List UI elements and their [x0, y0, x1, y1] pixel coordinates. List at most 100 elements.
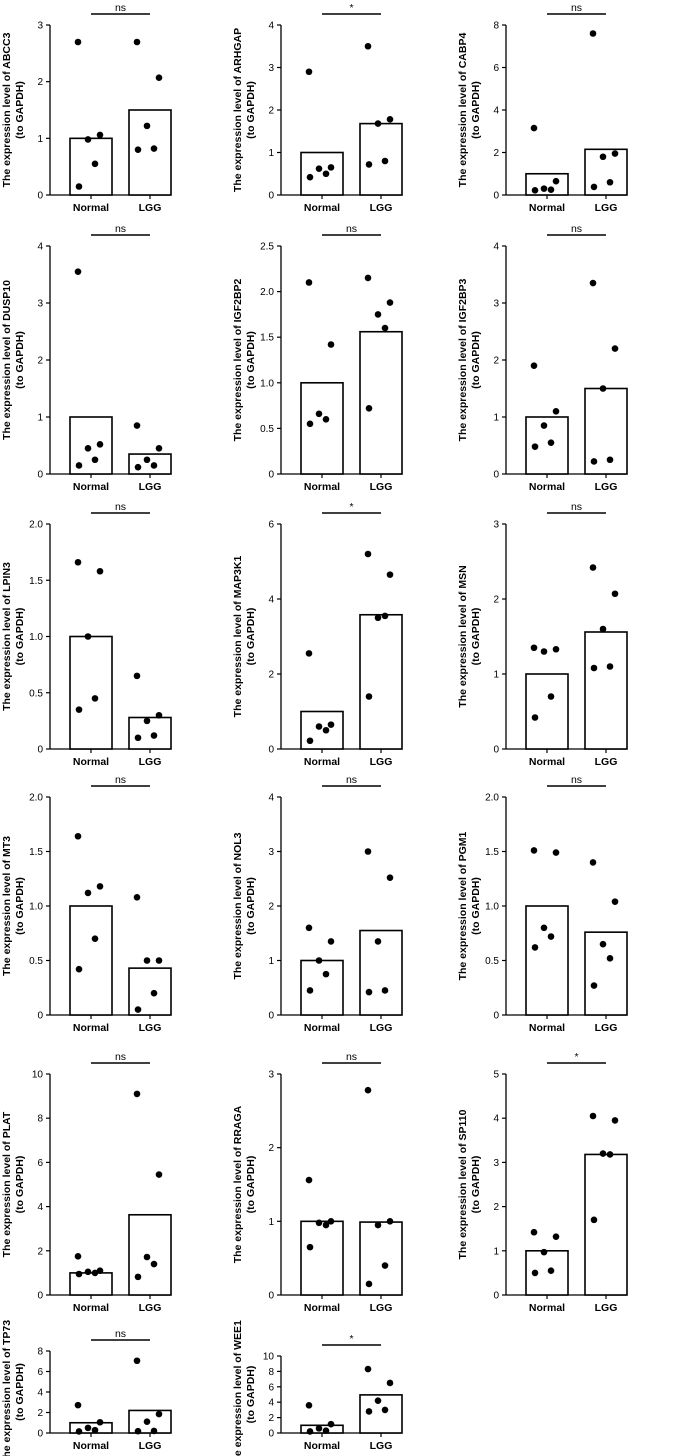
x-tick-label: LGG [595, 1022, 618, 1034]
y-tick-label: 1.0 [29, 902, 43, 913]
data-point [386, 874, 394, 881]
data-point [364, 42, 372, 50]
bar-lgg [128, 109, 172, 196]
data-point [91, 456, 99, 464]
data-point [552, 1233, 560, 1240]
significance-label: ns [571, 501, 582, 513]
data-point [386, 1379, 394, 1387]
panel-abcc3: 0 1 2 3 Normal LGG ns The expression level of A… [1, 2, 172, 214]
bar-normal [300, 151, 344, 196]
data-point [91, 695, 99, 702]
panel-rraga: 0 1 2 3 Normal LGG ns The expression level of R… [232, 1051, 403, 1314]
data-point [150, 732, 158, 739]
y-tick-label: 1.0 [260, 378, 274, 389]
y-tick-label: 6 [37, 1158, 43, 1169]
x-tick-label: LGG [139, 1440, 162, 1452]
panel-mt3: 0 0.5 1.0 1.5 2.0 Normal LGG ns The expression l… [1, 774, 172, 1034]
data-point [552, 849, 560, 856]
bar-lgg [359, 330, 403, 475]
data-point [599, 940, 607, 948]
y-tick-label: 1 [268, 956, 274, 967]
y-tick-label: 2 [37, 77, 43, 88]
x-tick-label: LGG [595, 1302, 618, 1314]
y-tick-label: 4 [268, 21, 274, 32]
y-tick-label: 4 [493, 1114, 499, 1125]
y-tick-label: 8 [37, 1347, 43, 1358]
significance-label: ns [346, 774, 357, 786]
data-point [134, 734, 142, 742]
significance-label: ns [571, 774, 582, 786]
data-point [531, 944, 539, 951]
data-point [386, 571, 394, 578]
y-tick-label: 1 [493, 413, 499, 424]
data-point [74, 1253, 82, 1260]
y-tick-label: 3 [493, 299, 499, 310]
y-tick-label: 2.0 [260, 287, 274, 298]
x-tick-label: LGG [370, 1302, 393, 1314]
data-point [74, 268, 82, 275]
x-tick-label: LGG [370, 481, 393, 493]
x-tick-label: Normal [304, 756, 340, 768]
y-tick-label: 0 [268, 1011, 274, 1022]
y-axis-label: The expression level of MSN [457, 565, 469, 707]
data-point [96, 883, 104, 890]
data-point [364, 274, 372, 282]
y-tick-label: 1 [493, 1246, 499, 1257]
panel-sp110: 0 1 2 3 4 5 Normal LGG * The expression level of … [457, 1051, 628, 1314]
y-tick-label: 1 [37, 413, 43, 424]
y-axis-label-unit: (to GAPDH) [245, 1366, 257, 1424]
data-point [590, 183, 598, 191]
y-tick-label: 6 [493, 63, 499, 74]
significance-label: ns [571, 223, 582, 235]
data-point [134, 1006, 142, 1013]
y-tick-label: 1.0 [29, 632, 43, 643]
data-point [74, 832, 82, 840]
data-point [374, 311, 382, 318]
y-tick-label: 0 [493, 1291, 499, 1302]
y-axis-label-unit: (to GAPDH) [14, 331, 26, 389]
data-point [364, 1365, 372, 1373]
y-tick-label: 6 [268, 1382, 274, 1393]
data-point [374, 1221, 382, 1229]
data-point [547, 933, 555, 940]
y-tick-label: 0.5 [29, 956, 43, 967]
data-point [589, 564, 597, 571]
y-tick-label: 3 [268, 1070, 274, 1081]
data-point [75, 462, 83, 469]
y-tick-label: 0 [493, 470, 499, 481]
y-axis-label-unit: (to GAPDH) [14, 81, 26, 139]
panel-dusp10: 0 1 2 3 4 Normal LGG ns The expression level of … [1, 223, 172, 493]
data-point [96, 441, 104, 448]
data-point [84, 1268, 92, 1276]
significance-label: ns [115, 501, 126, 513]
x-tick-label: Normal [529, 756, 565, 768]
x-tick-label: Normal [73, 202, 109, 214]
data-point [315, 723, 323, 730]
x-tick-label: Normal [304, 481, 340, 493]
data-point [74, 558, 82, 566]
data-point [530, 362, 538, 370]
bar-normal [69, 1272, 113, 1296]
data-point [381, 324, 389, 332]
y-axis-label-unit: (to GAPDH) [470, 877, 482, 935]
data-point [365, 1280, 373, 1288]
x-tick-label: LGG [370, 1022, 393, 1034]
data-point [133, 38, 141, 46]
data-point [606, 955, 614, 962]
y-axis-label-unit: (to GAPDH) [470, 81, 482, 139]
data-point [96, 1418, 104, 1426]
y-axis-label-unit: (to GAPDH) [245, 81, 257, 139]
y-tick-label: 0 [493, 191, 499, 202]
data-point [322, 726, 330, 734]
y-axis-label-unit: (to GAPDH) [245, 331, 257, 389]
y-tick-label: 0 [37, 745, 43, 756]
y-axis-label: The expression level of LPIN3 [1, 562, 13, 711]
data-point [611, 150, 619, 157]
data-point [84, 1424, 92, 1432]
y-axis-label: The expression level of MAP3K1 [232, 556, 244, 718]
data-point [611, 590, 619, 598]
y-axis-label: The expression level of SP110 [457, 1109, 469, 1259]
y-tick-label: 1.0 [485, 902, 499, 913]
y-axis-label-unit: (to GAPDH) [245, 1156, 257, 1214]
data-point [599, 625, 607, 633]
